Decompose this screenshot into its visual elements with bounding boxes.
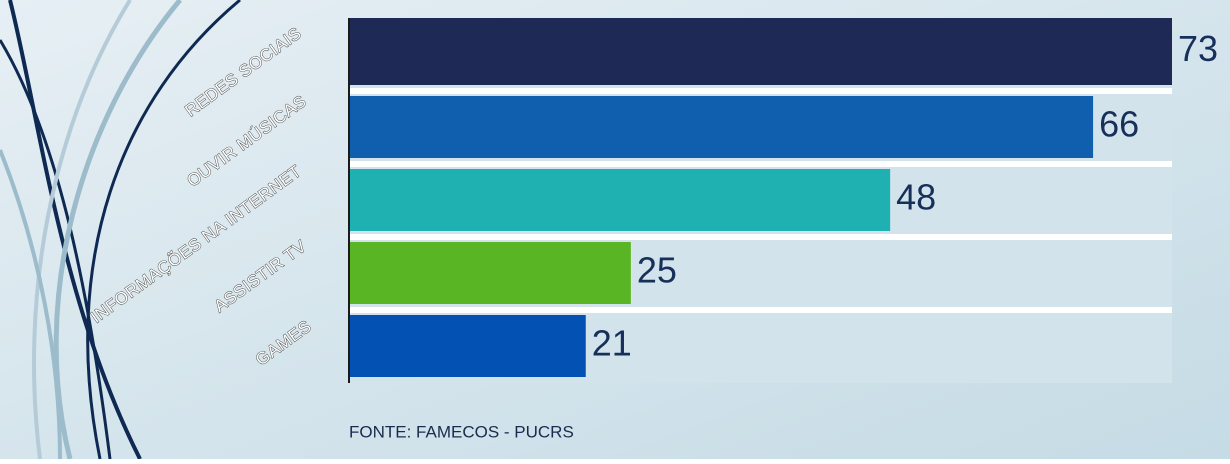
value-label: 66 [1099, 104, 1139, 145]
value-label: 21 [592, 323, 632, 364]
value-label: 48 [896, 177, 936, 218]
band-separator [349, 307, 1172, 313]
band-separator [349, 88, 1172, 94]
bar [349, 96, 1093, 158]
value-label: 73 [1178, 28, 1218, 69]
bar [349, 315, 586, 377]
value-label: 25 [637, 250, 677, 291]
bar [349, 18, 1172, 85]
band-separator [349, 161, 1172, 167]
chart: FONTE: FAMECOS - PUCRS 73REDES SOCIAIS66… [0, 0, 1230, 459]
page: {"chart_data": {"type": "bar", "orientat… [0, 0, 1230, 459]
bar [349, 169, 890, 231]
band-separator [349, 234, 1172, 240]
source: FONTE: FAMECOS - PUCRS [349, 422, 574, 441]
bar [349, 242, 631, 304]
